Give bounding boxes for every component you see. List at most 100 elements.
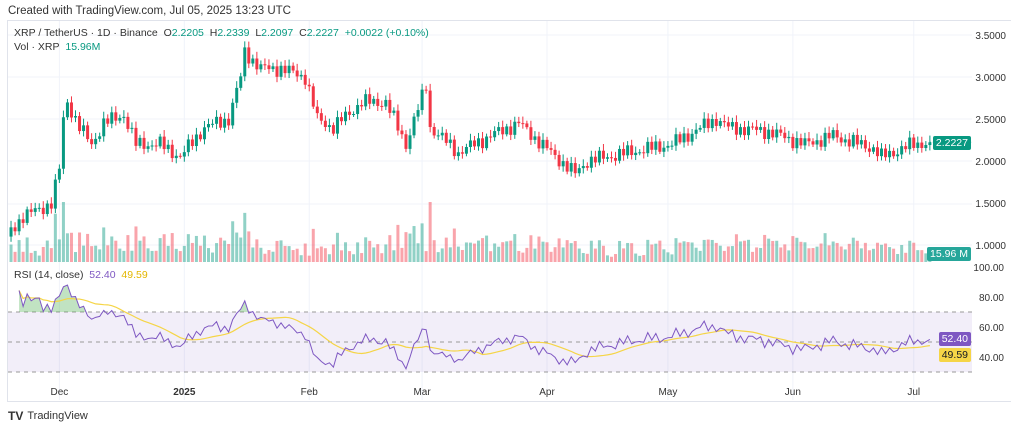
volume-bar [295,248,299,262]
candle [920,142,924,149]
volume-bar [795,237,799,262]
volume-bar [404,232,408,262]
volume-bar [74,252,78,262]
candle [61,117,65,169]
volume-bar [287,246,291,262]
candle [888,150,892,158]
volume-bar [90,246,94,262]
candle [190,139,194,147]
candle [364,94,368,107]
high-value: 2.2339 [217,27,250,39]
candle [69,102,73,118]
volume-bar [303,243,307,262]
candle [811,141,815,145]
volume-bar [650,244,654,262]
candle [658,141,662,152]
candle [573,163,577,174]
volume-bar [815,246,819,262]
candle [686,133,690,142]
volume-bar [734,234,738,262]
rsi-ma-line [18,290,930,358]
volume-bar [424,251,428,262]
candle [690,133,694,142]
candle [485,136,489,149]
volume-bar [307,255,311,262]
candle [86,125,90,140]
candle [767,129,771,140]
price-tick-label: 1.5000 [975,199,1006,210]
volume-bar [549,251,553,262]
candle [90,139,94,145]
candle [577,168,581,174]
volume-bar [698,250,702,262]
volume-bar [646,239,650,262]
candle [154,145,158,147]
volume-bar [847,243,851,262]
volume-bar [444,237,448,262]
candle [610,157,613,159]
volume-bar [565,240,569,262]
volume-bar [98,249,102,262]
candle [614,157,618,161]
rsi-tick-label: 100.00 [973,263,1004,274]
candle [569,163,573,172]
candle [150,145,154,147]
candle [198,134,202,140]
volume-bar [291,250,295,262]
volume-bar [658,240,662,262]
candle [219,116,223,128]
volume-bar [783,244,787,262]
volume-bar [21,251,25,262]
candle [839,137,843,143]
tradingview-logo[interactable]: TV TradingView [8,409,88,423]
volume-bar [618,240,622,262]
x-tick-label: Dec [50,387,68,398]
rsi-line [18,284,931,370]
volume-bar [755,247,759,262]
volume-bar [352,254,356,262]
volume-bar [791,236,795,262]
candle [505,126,509,135]
rsi-legend: RSI (14, close) 52.40 49.59 [14,269,148,281]
candle [372,98,376,104]
candle [17,219,21,232]
volume-bar [622,248,626,262]
candle [718,121,722,126]
candle [497,127,501,132]
candle [928,142,932,146]
volume-bar [339,250,343,262]
candle [114,112,118,121]
candle [102,118,106,137]
volume-bar [678,242,682,262]
candle [65,102,69,118]
candle [908,137,912,150]
volume-bar [53,213,57,262]
candle [863,140,867,149]
price-tag: 2.2227 [932,136,971,150]
candle [549,148,553,150]
candle [235,87,239,103]
close-label: C [299,27,307,39]
candle [597,150,601,163]
x-tick-label: May [658,387,677,398]
volume-bar [235,232,239,262]
open-label: O [163,27,172,39]
volume-bar [871,248,875,262]
candle [295,70,299,77]
candle [376,98,380,106]
volume-bar [13,251,17,262]
candle [380,105,384,107]
volume-bar [344,242,348,262]
volume-bar [456,246,460,262]
candle [787,136,791,139]
volume-bar [751,251,755,262]
candle [557,154,561,167]
candle [509,126,513,135]
volume-bar [521,252,525,262]
candle [287,65,291,74]
volume-bar [537,236,541,262]
chart-frame[interactable] [7,20,1011,402]
volume-bar [489,251,493,262]
volume-bar [400,247,404,262]
